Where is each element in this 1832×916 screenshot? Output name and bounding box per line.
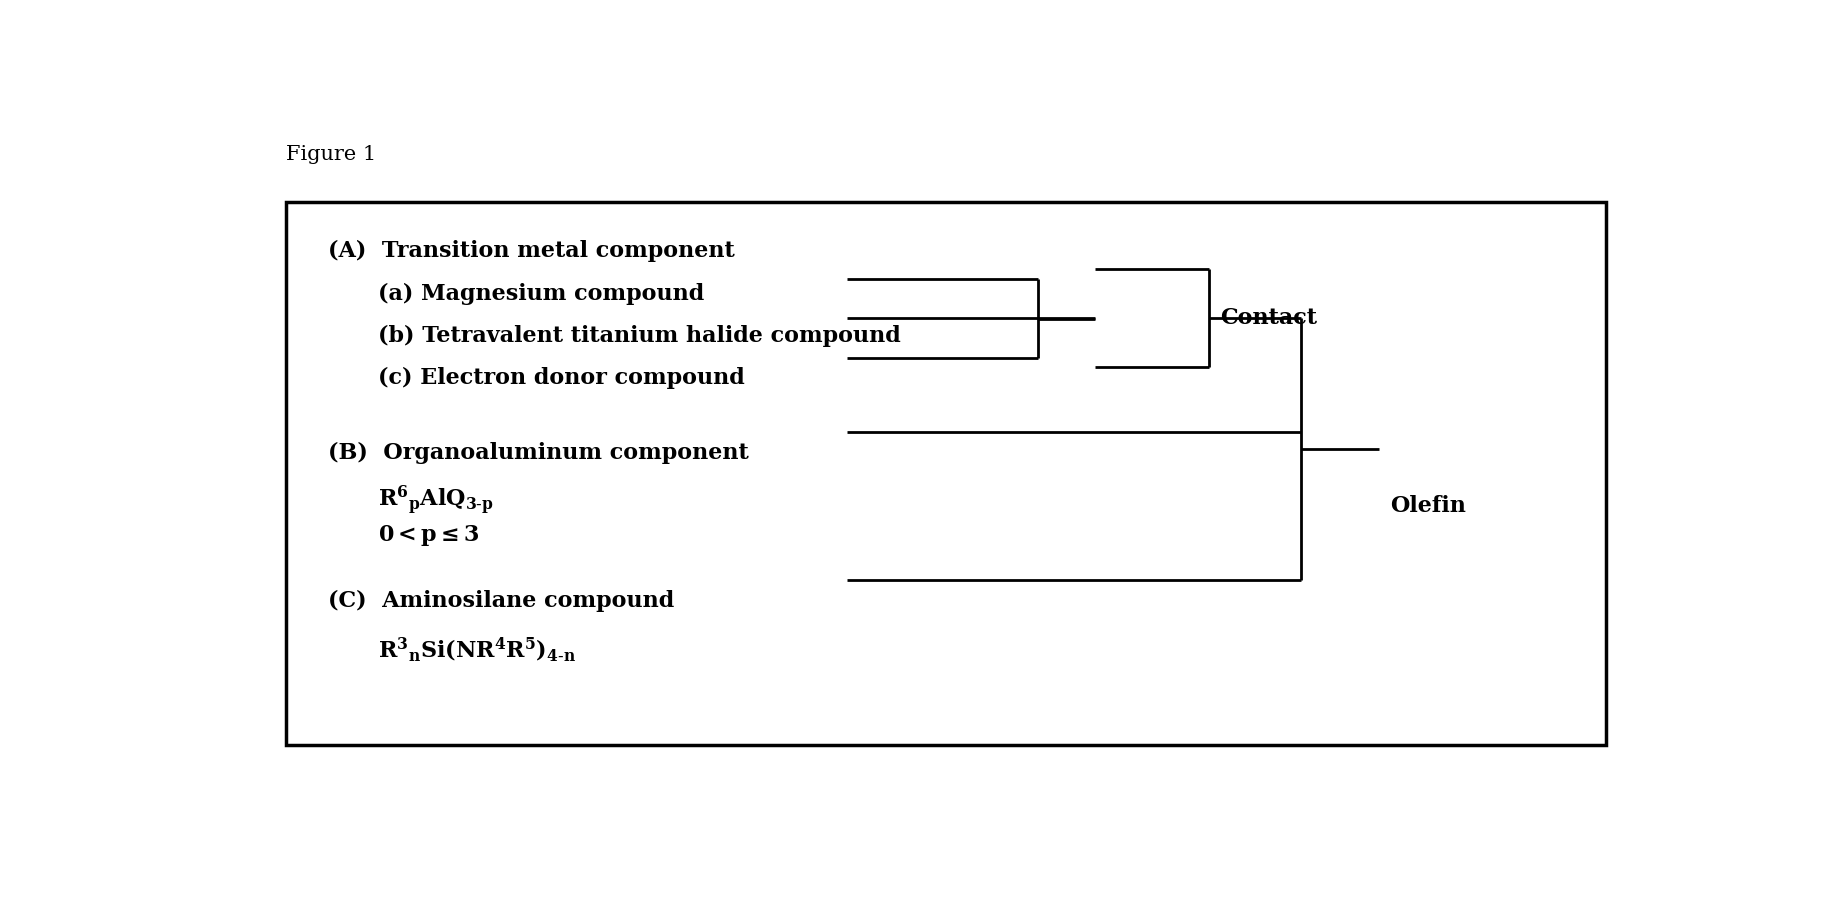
Text: Contact: Contact [1220,307,1317,329]
Bar [286,202,1607,745]
Text: Olefin: Olefin [1390,496,1466,518]
Text: (a) Magnesium compound: (a) Magnesium compound [377,283,703,305]
Text: $\mathregular{R^6{}_pAlQ_{3\text{-}p}}$: $\mathregular{R^6{}_pAlQ_{3\text{-}p}}$ [377,484,495,517]
Text: (B)  Organoaluminum component: (B) Organoaluminum component [328,442,749,463]
Text: (b) Tetravalent titanium halide compound: (b) Tetravalent titanium halide compound [377,325,901,347]
Text: (A)  Transition metal component: (A) Transition metal component [328,240,735,263]
Text: Figure 1: Figure 1 [286,146,376,164]
Text: $\mathregular{R^3{}_nSi(NR^4R^5)_{4\text{-}n}}$: $\mathregular{R^3{}_nSi(NR^4R^5)_{4\text… [377,636,575,664]
Text: (c) Electron donor compound: (c) Electron donor compound [377,367,746,389]
Text: (C)  Aminosilane compound: (C) Aminosilane compound [328,590,674,612]
Text: $\mathregular{0 {<} p {\leq} 3}$: $\mathregular{0 {<} p {\leq} 3}$ [377,522,480,548]
